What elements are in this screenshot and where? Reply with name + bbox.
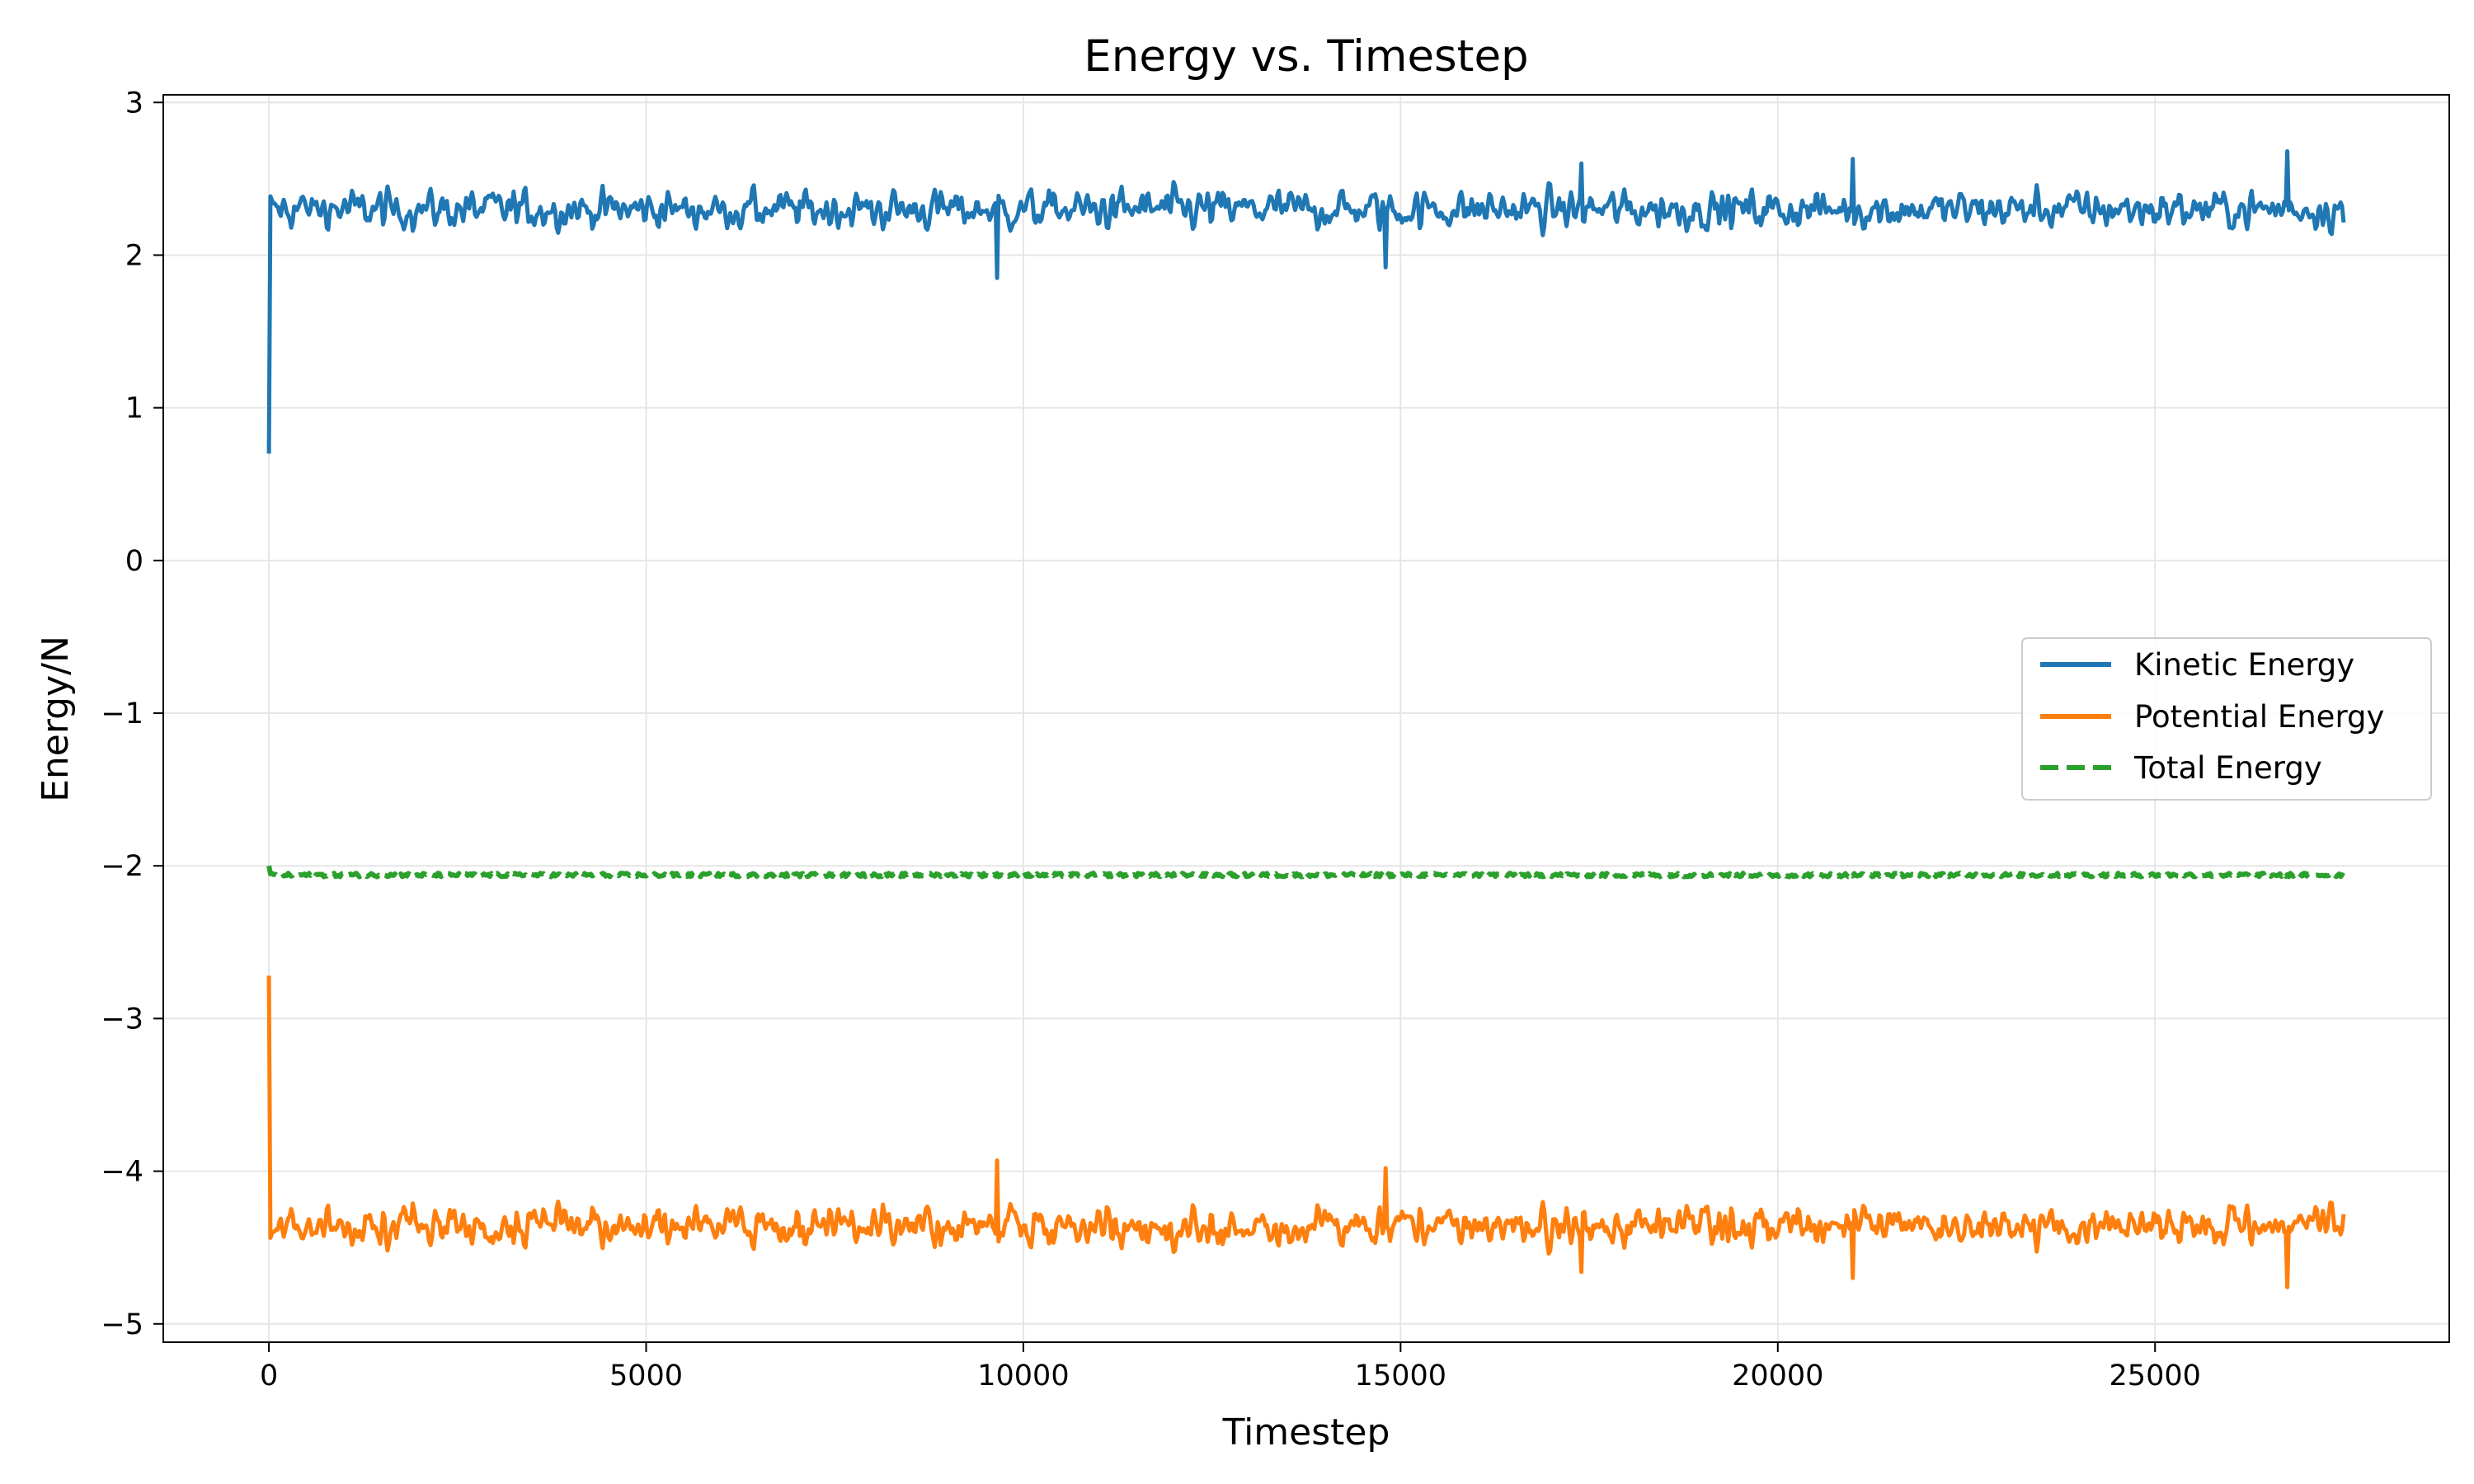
- y-tick-label: 1: [125, 392, 143, 425]
- y-axis: 3 2 1 0 −1 −2 −3 −4 −5: [101, 87, 163, 1341]
- x-tick-label: 5000: [609, 1360, 683, 1392]
- y-tick-label: −5: [101, 1308, 143, 1341]
- chart-title: Energy vs. Timestep: [1084, 31, 1528, 82]
- y-tick-label: −4: [101, 1156, 143, 1189]
- x-tick-label: 15000: [1355, 1360, 1446, 1392]
- x-tick-label: 20000: [1732, 1360, 1823, 1392]
- series-layer: [266, 149, 2346, 1289]
- y-tick-label: −3: [101, 1003, 143, 1036]
- x-tick-label: 0: [260, 1360, 278, 1392]
- x-tick-label: 25000: [2109, 1360, 2201, 1392]
- x-axis-label: Timestep: [1222, 1411, 1390, 1453]
- y-tick-label: 3: [125, 87, 143, 120]
- x-axis: 0 5000 10000 15000 20000 25000: [260, 1342, 2201, 1392]
- total-energy-line: [266, 865, 2345, 880]
- y-tick-label: 2: [125, 239, 143, 272]
- kinetic-energy-line: [266, 149, 2346, 454]
- legend: Kinetic Energy Potential Energy Total En…: [2021, 637, 2432, 801]
- plot-area: [266, 149, 2346, 1289]
- y-tick-label: 0: [125, 545, 143, 578]
- y-tick-label: −1: [101, 697, 143, 730]
- potential-energy-line: [266, 975, 2346, 1289]
- y-axis-label: Energy/N: [35, 636, 77, 802]
- legend-total-label: Total Energy: [2133, 750, 2322, 786]
- y-tick-label: −2: [101, 850, 143, 883]
- x-tick-label: 10000: [977, 1360, 1069, 1392]
- plot-frame: [162, 94, 2450, 1343]
- legend-potential-label: Potential Energy: [2134, 699, 2384, 735]
- legend-box: [2021, 637, 2432, 801]
- legend-kinetic-label: Kinetic Energy: [2134, 647, 2354, 683]
